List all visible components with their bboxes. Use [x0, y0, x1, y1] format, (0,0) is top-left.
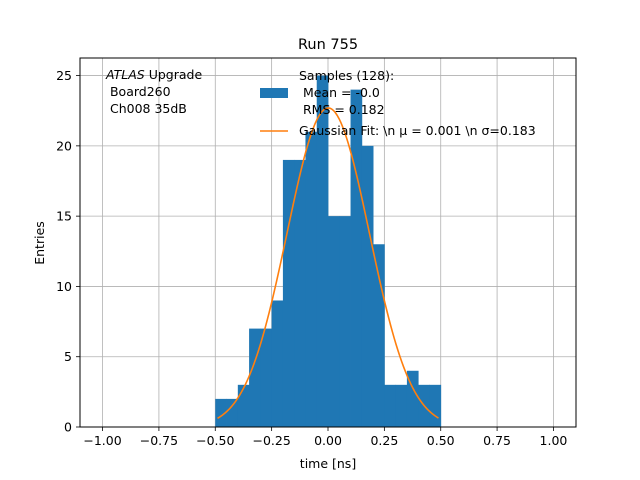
annotation-line-3: Ch008 35dB — [106, 101, 187, 116]
gaussian-fit — [217, 107, 439, 419]
histogram-bar — [294, 159, 306, 427]
y-tick-label: 15 — [56, 209, 72, 224]
x-tick-label: 0.75 — [483, 433, 511, 448]
histogram-bar — [237, 384, 250, 427]
x-tick-label: −1.00 — [83, 433, 121, 448]
y-tick-label: 10 — [56, 279, 72, 294]
histogram-bar — [215, 398, 227, 427]
x-tick-label: 0.00 — [314, 433, 342, 448]
y-tick-label: 0 — [64, 420, 72, 435]
histogram-bar — [260, 328, 273, 427]
y-tick-label: 5 — [64, 349, 72, 364]
atlas-annotation: ATLAS Upgrade Board260 Ch008 35dB — [105, 67, 202, 116]
histogram-bar — [350, 89, 363, 427]
histogram-bar — [361, 145, 374, 427]
histogram-bar — [384, 384, 397, 427]
x-tick-label: −0.50 — [196, 433, 234, 448]
legend-histogram-swatch — [260, 88, 288, 98]
histogram-bar — [406, 370, 419, 427]
x-tick-label: 1.00 — [540, 433, 568, 448]
legend-histogram-label-1: Samples (128): — [299, 68, 394, 83]
histogram-bar — [249, 328, 261, 427]
histogram-bar — [339, 216, 351, 427]
legend-fit-label: Gaussian Fit: \n μ = 0.001 \n σ=0.183 — [299, 123, 536, 138]
histogram-bar — [316, 75, 329, 428]
x-tick-label: 0.25 — [370, 433, 398, 448]
histogram-bar — [373, 244, 385, 427]
legend: Samples (128): Mean = -0.0 RMS = 0.182 G… — [260, 68, 536, 138]
histogram-bar — [328, 216, 340, 427]
histogram-bar — [429, 384, 442, 427]
y-tick-label: 25 — [56, 68, 72, 83]
legend-histogram-label-3: RMS = 0.182 — [299, 102, 385, 117]
x-tick-label: −0.25 — [252, 433, 290, 448]
y-tick-label: 20 — [56, 138, 72, 153]
histogram-bar — [226, 398, 239, 427]
histogram-bars — [215, 75, 442, 428]
annotation-line-2: Board260 — [106, 84, 171, 99]
x-tick-label: 0.50 — [427, 433, 455, 448]
x-tick-label: −0.75 — [140, 433, 178, 448]
histogram-bar — [395, 384, 408, 427]
y-axis-label: Entries — [32, 221, 47, 265]
histogram-bar — [305, 131, 318, 428]
gaussian-fit-curve — [217, 107, 439, 419]
histogram-bar — [282, 159, 295, 427]
annotation-upgrade: Upgrade — [145, 67, 203, 82]
legend-histogram-label-2: Mean = -0.0 — [299, 85, 380, 100]
chart-title: Run 755 — [298, 37, 358, 53]
annotation-line-1: ATLAS Upgrade — [105, 67, 202, 82]
annotation-atlas: ATLAS — [105, 67, 145, 82]
x-axis-ticks: −1.00 −0.75 −0.50 −0.25 0.00 0.25 0.50 0.75 1.00 — [83, 427, 567, 448]
histogram-bar — [271, 300, 284, 427]
y-axis-ticks: 0 5 10 15 20 25 — [56, 68, 80, 435]
x-axis-label: time [ns] — [300, 456, 356, 471]
